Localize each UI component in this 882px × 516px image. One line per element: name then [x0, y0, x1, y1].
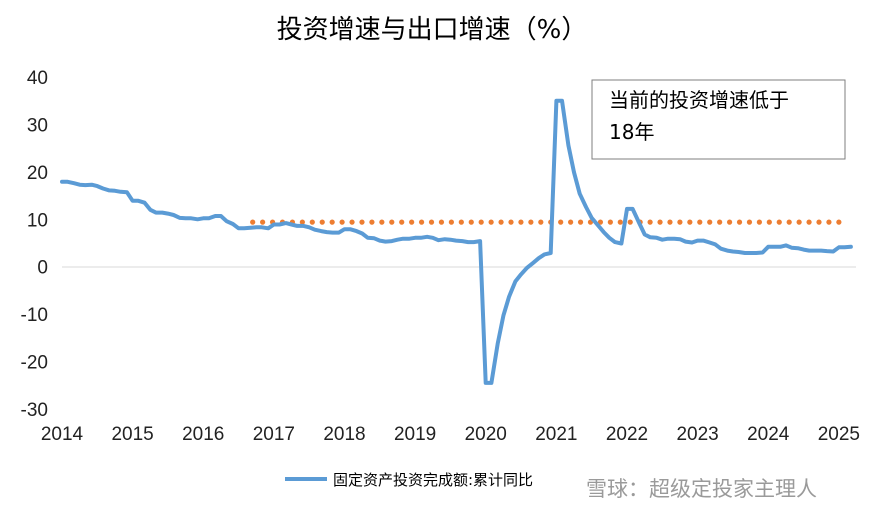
reference-dot: [399, 219, 405, 225]
x-tick-label: 2022: [606, 424, 648, 445]
reference-dot: [349, 219, 355, 225]
y-tick-label: 20: [27, 163, 48, 184]
reference-dot: [260, 219, 266, 225]
reference-dot: [339, 219, 345, 225]
x-axis: 2014 2015 2016 2017 2018 2019 2020 2021 2022 2023…: [41, 424, 860, 445]
x-tick-label: 2020: [465, 424, 507, 445]
reference-dot: [389, 219, 395, 225]
x-tick-label: 2018: [323, 424, 365, 445]
reference-dot: [697, 219, 703, 225]
watermark: 雪球：超级定投家主理人: [586, 477, 817, 501]
reference-dot: [418, 219, 425, 225]
reference-dot: [498, 219, 504, 225]
reference-dot: [250, 219, 256, 225]
reference-dot: [528, 219, 534, 225]
reference-dot: [488, 219, 494, 225]
reference-dot: [369, 219, 375, 225]
x-tick-label: 2017: [253, 424, 295, 445]
reference-dot: [766, 219, 772, 225]
reference-dot: [428, 219, 435, 225]
reference-dot: [736, 219, 743, 225]
y-tick-label: 10: [27, 210, 48, 231]
legend-label: 固定资产投资完成额:累计同比: [333, 471, 533, 489]
y-axis: 40 30 20 10 0 -10 -20 -30: [21, 68, 48, 421]
x-tick-label: 2021: [535, 424, 577, 445]
reference-dot: [329, 219, 335, 225]
annotation-box: 当前的投资增速低于 18年: [591, 79, 846, 160]
reference-dot: [379, 219, 385, 225]
reference-dot: [607, 219, 613, 225]
y-tick-label: -10: [21, 305, 48, 326]
y-tick-label: 40: [27, 68, 48, 89]
reference-dot: [796, 219, 802, 225]
reference-dot: [299, 219, 305, 225]
reference-dot: [756, 219, 762, 225]
reference-dotted-line: [250, 219, 842, 225]
x-tick-label: 2023: [676, 424, 718, 445]
reference-dot: [667, 219, 673, 225]
x-tick-label: 2015: [111, 424, 153, 445]
reference-dot: [806, 219, 812, 225]
reference-dot: [687, 219, 693, 225]
reference-dot: [826, 219, 832, 225]
reference-dot: [627, 219, 633, 225]
x-tick-label: 2024: [747, 424, 790, 445]
reference-dot: [478, 219, 484, 225]
reference-dot: [746, 219, 753, 225]
reference-dot: [717, 219, 723, 225]
reference-dot: [538, 219, 544, 225]
legend: 固定资产投资完成额:累计同比: [285, 471, 533, 489]
reference-dot: [707, 219, 713, 225]
reference-dot: [568, 219, 574, 225]
reference-dot: [776, 219, 782, 225]
reference-dot: [438, 219, 445, 225]
reference-dot: [359, 219, 365, 225]
reference-dot: [558, 219, 564, 225]
x-tick-label: 2014: [41, 424, 84, 445]
chart-title: 投资增速与出口增速（%）: [277, 15, 588, 45]
annotation-line-1: 当前的投资增速低于: [609, 88, 789, 112]
x-tick-label: 2025: [818, 424, 860, 445]
reference-dot: [726, 219, 733, 225]
reference-dot: [458, 219, 464, 225]
reference-dot: [319, 219, 325, 225]
y-tick-label: 30: [27, 115, 48, 136]
reference-dot: [617, 219, 623, 225]
reference-dot: [816, 219, 822, 225]
y-tick-label: -30: [21, 400, 48, 421]
reference-dot: [508, 219, 514, 225]
reference-dot: [647, 219, 653, 225]
series-line: [60, 98, 853, 385]
y-tick-label: -20: [21, 353, 48, 374]
reference-dot: [786, 219, 792, 225]
reference-dot: [577, 219, 584, 225]
reference-dot: [409, 219, 415, 225]
reference-dot: [836, 219, 842, 225]
reference-dot: [657, 219, 663, 225]
reference-dot: [597, 219, 604, 225]
annotation-frame: [591, 79, 846, 160]
reference-dot: [448, 219, 454, 225]
y-tick-label: 0: [37, 258, 48, 279]
x-tick-label: 2019: [394, 424, 436, 445]
reference-dot: [309, 219, 315, 225]
reference-dot: [677, 219, 683, 225]
x-tick-label: 2016: [182, 424, 224, 445]
annotation-line-2: 18年: [609, 120, 654, 144]
reference-dot: [518, 219, 524, 225]
reference-dot: [468, 219, 474, 225]
